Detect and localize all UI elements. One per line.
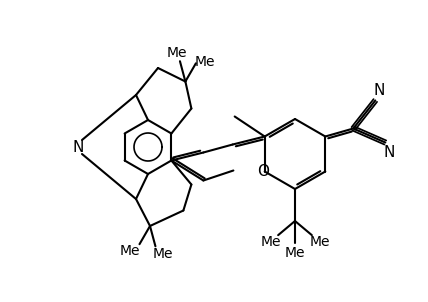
Text: Me: Me [260,235,281,249]
Text: Me: Me [119,244,140,258]
Text: N: N [72,140,84,155]
Text: Me: Me [309,235,330,249]
Text: O: O [257,164,269,179]
Text: Me: Me [166,46,187,60]
Text: N: N [383,145,395,160]
Text: Me: Me [152,247,172,261]
Text: Me: Me [285,246,305,260]
Text: N: N [374,83,385,98]
Text: Me: Me [195,55,215,69]
